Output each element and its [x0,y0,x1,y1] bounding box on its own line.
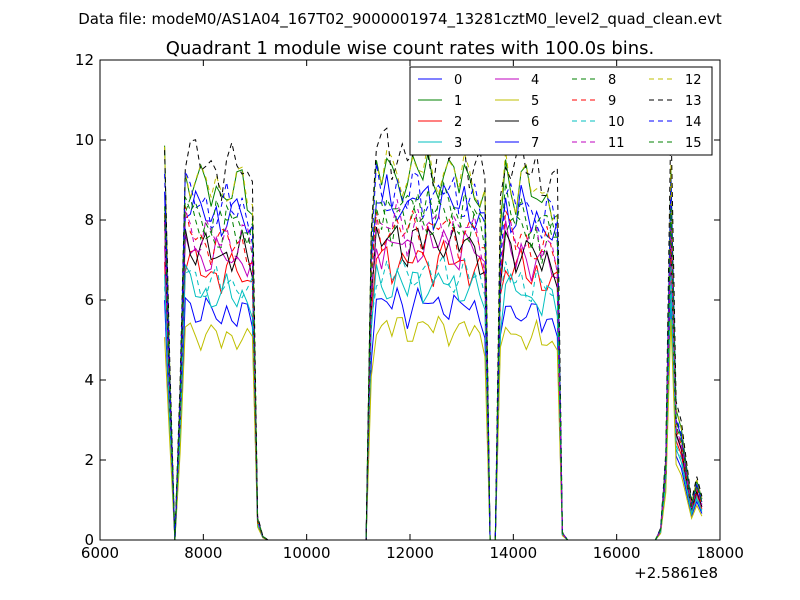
x-tick-label: 18000 [696,544,744,562]
legend-label-0: 0 [454,73,462,88]
series-line-14 [164,162,703,541]
legend-label-12: 12 [685,73,702,88]
series-line-1 [164,145,703,541]
y-tick-label: 12 [75,51,94,69]
y-tick-label: 4 [84,371,94,389]
legend-box [409,66,713,156]
series-line-9 [164,206,703,541]
x-tick-label: 14000 [489,544,537,562]
y-tick-label: 10 [75,131,94,149]
x-tick-label: 10000 [283,544,331,562]
series-line-12 [164,141,703,541]
x-tick-label: 6000 [81,544,119,562]
series-line-6 [164,220,703,541]
legend-label-15: 15 [685,136,702,151]
legend-label-10: 10 [608,115,625,130]
legend-label-11: 11 [608,136,625,151]
legend-label-3: 3 [454,136,462,151]
y-tick-label: 2 [84,451,94,469]
x-tick-label: 8000 [184,544,222,562]
legend-label-4: 4 [531,73,539,88]
chart-suptitle: Data file: modeM0/AS1A04_167T02_90000019… [78,10,722,29]
legend-label-14: 14 [685,115,702,130]
legend-label-2: 2 [454,115,462,130]
series-line-3 [164,263,703,541]
legend-label-6: 6 [531,115,539,130]
series-line-0 [164,286,703,541]
y-tick-label: 0 [84,531,94,549]
legend-label-7: 7 [531,136,539,151]
y-tick-label: 8 [84,211,94,229]
legend-label-9: 9 [608,94,616,109]
legend-label-1: 1 [454,94,462,109]
ticks-layer: 6000 8000 10000 12000 14000 16000 180000246810… [75,51,744,562]
series-line-5 [164,315,703,541]
chart-title: Quadrant 1 module wise count rates with … [166,38,655,59]
series-line-11 [164,199,703,541]
series-line-4 [164,220,703,541]
x-offset-label: +2.5861e8 [634,564,718,582]
legend-label-5: 5 [531,94,539,109]
series-layer [164,115,703,541]
legend-label-8: 8 [608,73,616,88]
series-line-7 [164,174,703,541]
x-tick-label: 12000 [386,544,434,562]
y-tick-label: 6 [84,291,94,309]
x-tick-label: 16000 [593,544,641,562]
legend-label-13: 13 [685,94,702,109]
